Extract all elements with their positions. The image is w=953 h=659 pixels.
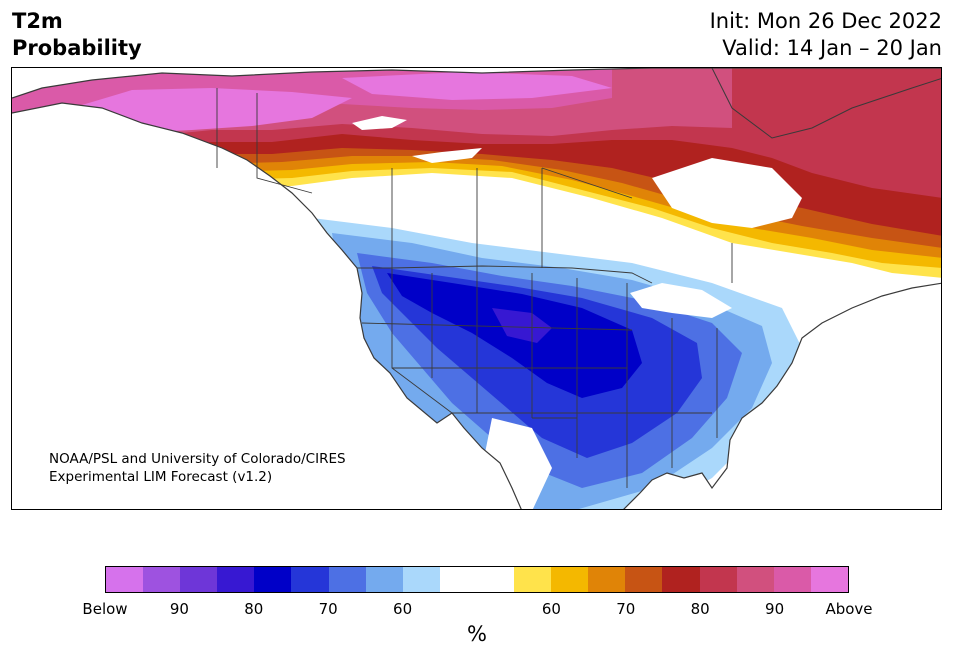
colorbar-tick-label: Below xyxy=(82,600,128,618)
coastline xyxy=(12,68,941,509)
colorbar-tick-label: 60 xyxy=(541,600,561,618)
lake-patch xyxy=(352,116,407,130)
colorbar-above-segment xyxy=(625,567,663,592)
colorbar-below-segment xyxy=(291,567,329,592)
colorbar-below-segment xyxy=(106,567,144,592)
lake-patch-2 xyxy=(412,148,482,163)
greenland-coast xyxy=(711,68,941,139)
colorbar-unit: % xyxy=(467,622,487,646)
colorbar-tick-label: 90 xyxy=(169,600,189,618)
great-lakes xyxy=(630,283,732,318)
colorbar-tick-label: 80 xyxy=(244,600,264,618)
colorbar-above-segment xyxy=(699,567,737,592)
colorbar-neutral-segment xyxy=(439,567,515,592)
colorbar-below-segment xyxy=(365,567,403,592)
map-title: T2m Probability xyxy=(12,8,142,62)
colorbar-tick-label: 70 xyxy=(616,600,636,618)
colorbar-tick-label: Above xyxy=(825,600,873,618)
colorbar-above-segment xyxy=(810,567,848,592)
hudson-bay xyxy=(652,158,802,228)
variable-label: T2m xyxy=(12,9,63,33)
colorbar-tick-label: 90 xyxy=(765,600,785,618)
map-canvas xyxy=(12,68,941,509)
colorbar-below-segment xyxy=(143,567,181,592)
colorbar-tick-label: 60 xyxy=(393,600,413,618)
boundaries xyxy=(216,88,733,488)
probability-map xyxy=(11,67,942,510)
colorbar-below-segment xyxy=(180,567,218,592)
init-date: Init: Mon 26 Dec 2022 xyxy=(709,9,942,33)
colorbar-above-segment xyxy=(551,567,589,592)
colorbar-below-segment xyxy=(328,567,366,592)
credit-text: NOAA/PSL and University of Colorado/CIRE… xyxy=(49,450,346,486)
valid-range: Valid: 14 Jan – 20 Jan xyxy=(722,36,942,60)
colorbar-above-segment xyxy=(514,567,552,592)
colorbar-above-segment xyxy=(773,567,811,592)
colorbar-above-segment xyxy=(736,567,774,592)
colorbar-above-segment xyxy=(662,567,700,592)
forecast-dates: Init: Mon 26 Dec 2022 Valid: 14 Jan – 20… xyxy=(710,8,942,62)
colorbar-below-segment xyxy=(217,567,255,592)
colorbar-tick-label: 70 xyxy=(318,600,338,618)
credit-line-1: NOAA/PSL and University of Colorado/CIRE… xyxy=(49,451,346,467)
colorbar-above-segment xyxy=(588,567,626,592)
colorbar-below-segment xyxy=(402,567,440,592)
colorbar-below-segment xyxy=(254,567,292,592)
colorbar-tick-label: 80 xyxy=(690,600,710,618)
colorbar xyxy=(105,566,849,593)
credit-line-2: Experimental LIM Forecast (v1.2) xyxy=(49,469,273,485)
product-label: Probability xyxy=(12,36,142,60)
